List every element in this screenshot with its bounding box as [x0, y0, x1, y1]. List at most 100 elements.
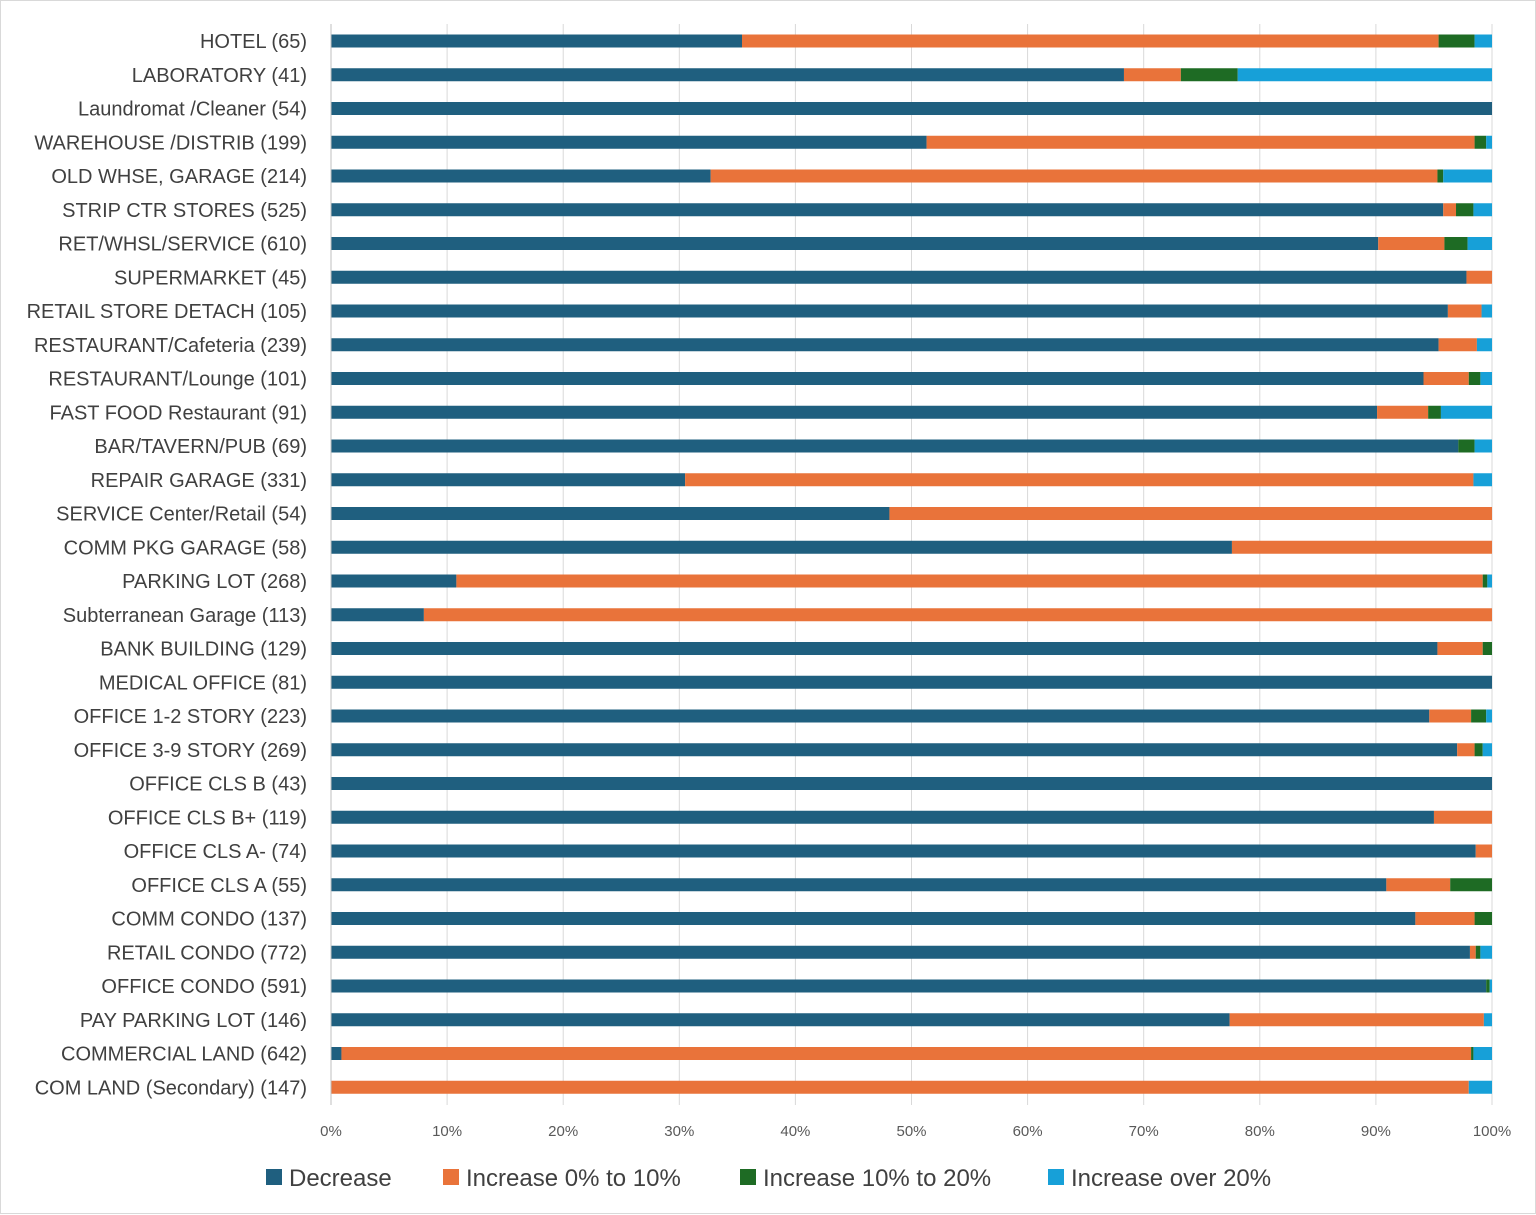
bar-segment-increase-0-to-10: [1443, 203, 1457, 217]
bar-segment-increase-0-to-10: [1429, 709, 1472, 723]
bar-segment-increase-0-to-10: [1466, 270, 1492, 284]
bar-segment-decrease: [331, 34, 742, 48]
bar-segment-increase-10-to-20: [1471, 1047, 1474, 1060]
bar-segment-increase-0-to-10: [1433, 810, 1492, 824]
category-label: OFFICE CLS A- (74): [124, 841, 307, 863]
bar-segment-increase-0-to-10: [710, 169, 1438, 183]
bar-segment-increase-over-20: [1489, 979, 1492, 993]
bar-segment-decrease: [331, 574, 457, 588]
bar-segment-increase-10-to-20: [1437, 169, 1444, 183]
bar-segment-decrease: [331, 439, 1459, 453]
category-label: RETAIL STORE DETACH (105): [27, 301, 307, 323]
bar-segment-decrease: [331, 203, 1444, 217]
bar-segment-increase-0-to-10: [331, 1080, 1469, 1094]
bar-segment-increase-over-20: [1473, 473, 1492, 487]
category-labels: HOTEL (65) LABORATORY (41) Laundromat /Cle…: [27, 31, 307, 1099]
bar-segment-increase-over-20: [1487, 574, 1492, 588]
bar-segment-increase-0-to-10: [1447, 304, 1482, 318]
bar-segment-increase-10-to-20: [1482, 574, 1488, 588]
legend-label-increase-10-to-20: Increase 10% to 20%: [763, 1165, 991, 1192]
bar-segment-increase-over-20: [1468, 1080, 1492, 1094]
x-tick-label: 40%: [780, 1123, 810, 1140]
category-label: COM LAND (Secondary) (147): [35, 1077, 307, 1099]
category-label: RESTAURANT/Lounge (101): [48, 369, 307, 391]
bar-segment-increase-10-to-20: [1471, 709, 1487, 723]
legend-label-decrease: Decrease: [289, 1165, 392, 1192]
bar-segment-decrease: [331, 304, 1448, 318]
category-label: SUPERMARKET (45): [114, 267, 307, 289]
bar-segment-decrease: [331, 169, 711, 183]
category-label: Subterranean Garage (113): [63, 605, 307, 627]
category-label: OFFICE CLS B+ (119): [108, 807, 307, 829]
bar-segment-decrease: [331, 743, 1458, 757]
category-label: WAREHOUSE /DISTRIB (199): [34, 132, 307, 154]
bar-segment-decrease: [331, 270, 1467, 284]
x-tick-label: 20%: [548, 1123, 578, 1140]
category-label: RETAIL CONDO (772): [107, 942, 307, 964]
bar-segment-increase-over-20: [1476, 338, 1492, 352]
x-tick-label: 10%: [432, 1123, 462, 1140]
bar-segment-decrease: [331, 405, 1378, 419]
bar-segment-increase-0-to-10: [1123, 68, 1181, 82]
bar-segment-increase-0-to-10: [926, 135, 1475, 149]
bar-segment-increase-over-20: [1483, 1013, 1492, 1027]
category-label: COMM PKG GARAGE (58): [64, 537, 307, 559]
bar-segment-increase-0-to-10: [1229, 1013, 1484, 1027]
bar-segment-increase-over-20: [1473, 1047, 1492, 1060]
bar-segment-increase-over-20: [1486, 135, 1492, 149]
category-label: COMM CONDO (137): [111, 909, 307, 931]
legend-label-increase-0-to-10: Increase 0% to 10%: [466, 1165, 681, 1192]
bar-segment-increase-10-to-20: [1444, 237, 1468, 250]
bar-segment-increase-over-20: [1474, 439, 1492, 453]
bar-segment-increase-10-to-20: [1456, 203, 1474, 217]
category-label: OFFICE CLS A (55): [131, 875, 307, 897]
bar-segment-increase-0-to-10: [1231, 540, 1492, 554]
bar-segment-increase-10-to-20: [1482, 642, 1492, 655]
bar-segment-decrease: [331, 540, 1232, 554]
x-tick-label: 100%: [1473, 1123, 1511, 1140]
category-label: OFFICE 1-2 STORY (223): [74, 706, 307, 728]
category-label: HOTEL (65): [200, 31, 307, 53]
bar-segment-decrease: [331, 675, 1492, 689]
bar-segment-decrease: [331, 912, 1416, 925]
bar-segment-decrease: [331, 237, 1379, 250]
bar-segment-increase-10-to-20: [1486, 979, 1490, 993]
x-tick-label: 50%: [896, 1123, 926, 1140]
bar-segment-decrease: [331, 1013, 1230, 1027]
bar-segment-decrease: [331, 507, 890, 520]
bar-segment-increase-0-to-10: [1457, 743, 1475, 757]
bar-segment-increase-10-to-20: [1458, 439, 1475, 453]
bar-segment-decrease: [331, 810, 1434, 824]
legend-label-increase-over-20: Increase over 20%: [1071, 1165, 1271, 1192]
legend: Decrease Increase 0% to 10% Increase 10% t…: [266, 1165, 1271, 1192]
bar-segment-increase-10-to-20: [1450, 878, 1492, 892]
bar-segment-decrease: [331, 979, 1487, 993]
category-label: RESTAURANT/Cafeteria (239): [34, 335, 307, 357]
category-label: PAY PARKING LOT (146): [80, 1010, 307, 1032]
bar-segment-increase-over-20: [1237, 68, 1492, 82]
x-tick-label: 90%: [1361, 1123, 1391, 1140]
bar-segment-increase-0-to-10: [1423, 372, 1469, 385]
bar-segment-decrease: [331, 777, 1492, 790]
category-label: COMMERCIAL LAND (642): [61, 1044, 307, 1066]
bar-segment-increase-0-to-10: [1386, 878, 1451, 892]
legend-swatch-increase-0-to-10: [443, 1169, 459, 1185]
bars: [331, 34, 1492, 1094]
bar-segment-decrease: [331, 878, 1387, 892]
bar-segment-increase-over-20: [1474, 34, 1492, 48]
category-label: FAST FOOD Restaurant (91): [50, 402, 308, 424]
category-label: BAR/TAVERN/PUB (69): [94, 436, 307, 458]
bar-segment-decrease: [331, 473, 686, 487]
bar-segment-increase-0-to-10: [889, 507, 1492, 520]
bar-segment-increase-0-to-10: [1377, 405, 1429, 419]
bar-segment-increase-0-to-10: [1469, 945, 1476, 959]
bar-segment-increase-over-20: [1467, 237, 1492, 250]
x-tick-label: 0%: [320, 1123, 342, 1140]
bar-segment-increase-0-to-10: [1378, 237, 1445, 250]
legend-swatch-increase-10-to-20: [740, 1169, 756, 1185]
bar-segment-decrease: [331, 608, 424, 622]
bar-segment-decrease: [331, 945, 1470, 959]
bar-segment-increase-10-to-20: [1474, 912, 1492, 925]
gridlines: [446, 24, 1493, 1105]
